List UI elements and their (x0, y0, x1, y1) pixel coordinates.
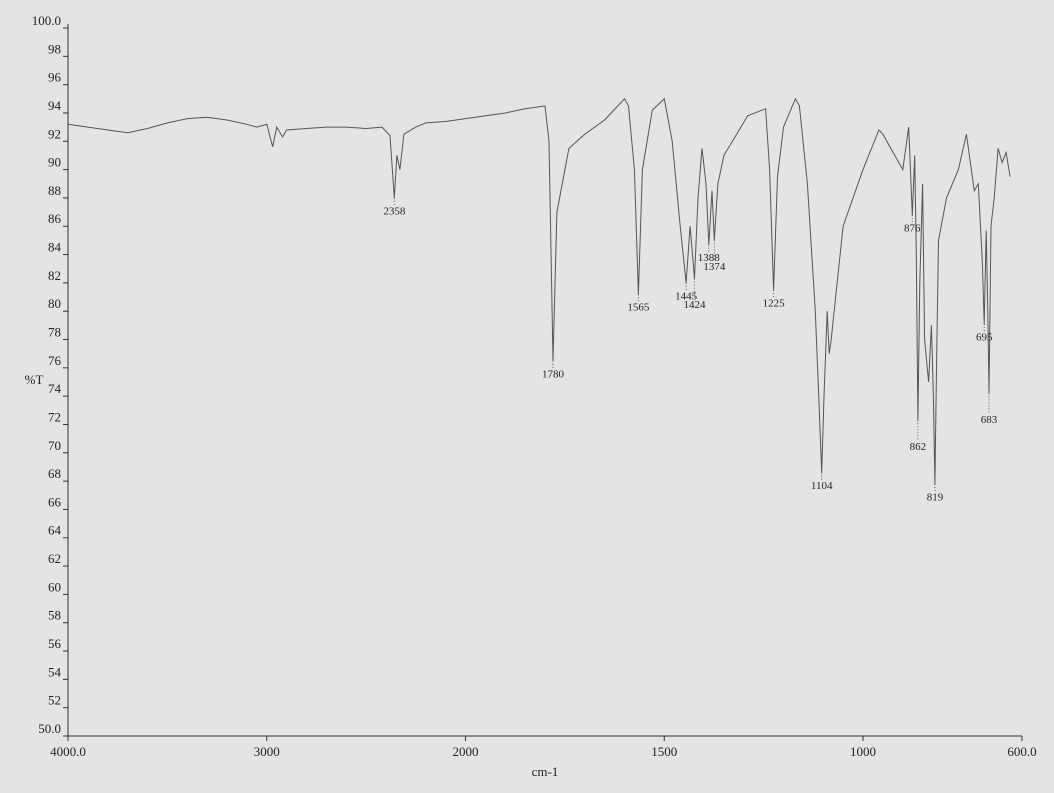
y-axis-label: %T (25, 372, 44, 387)
peak-label: 2358 (383, 205, 406, 217)
x-tick-label: 3000 (254, 744, 280, 759)
y-tick-label: 94 (48, 98, 62, 113)
peak-label: 876 (904, 222, 921, 234)
y-tick-label: 68 (48, 466, 61, 481)
y-tick-label: 58 (48, 608, 61, 623)
peak-label: 1374 (703, 261, 726, 273)
x-tick-label: 4000.0 (50, 744, 86, 759)
spectrum-line (67, 97, 1011, 485)
x-tick-label: 1000 (850, 744, 876, 759)
x-axis-label: cm-1 (532, 764, 559, 779)
peak-label: 1424 (683, 299, 706, 311)
peak-label: 1388 (698, 252, 721, 264)
y-tick-label: 62 (48, 551, 61, 566)
y-tick-label: 92 (48, 126, 61, 141)
peak-label: 819 (927, 491, 944, 503)
y-tick-label: 88 (48, 183, 61, 198)
peak-label: 1104 (811, 480, 833, 492)
y-tick-label: 90 (48, 155, 61, 170)
y-tick-label: 52 (48, 693, 61, 708)
y-tick-label: 98 (48, 41, 61, 56)
peak-label: 862 (910, 441, 927, 453)
y-tick-label: 60 (48, 579, 61, 594)
y-tick-label: 74 (48, 381, 62, 396)
y-tick-label: 76 (48, 353, 62, 368)
y-tick-label: 66 (48, 494, 62, 509)
y-tick-label: 72 (48, 409, 61, 424)
peak-label: 1225 (763, 297, 786, 309)
y-tick-label: 86 (48, 211, 62, 226)
y-tick-label: 100.0 (32, 13, 61, 28)
peak-label: 1565 (627, 302, 650, 314)
y-tick-label: 96 (48, 70, 62, 85)
peak-label: 1445 (675, 290, 698, 302)
peak-label: 1780 (542, 368, 565, 380)
y-tick-label: 82 (48, 268, 61, 283)
x-tick-label: 1500 (651, 744, 677, 759)
y-tick-label: 78 (48, 325, 61, 340)
x-tick-label: 2000 (453, 744, 479, 759)
peak-label: 683 (981, 414, 998, 426)
y-tick-label: 64 (48, 523, 62, 538)
y-tick-label: 70 (48, 438, 61, 453)
y-tick-label: 50.0 (38, 721, 61, 736)
y-tick-label: 56 (48, 636, 62, 651)
y-tick-label: 54 (48, 664, 62, 679)
y-tick-label: 80 (48, 296, 61, 311)
peak-label: 695 (976, 331, 993, 343)
y-tick-label: 84 (48, 240, 62, 255)
x-tick-label: 600.0 (1007, 744, 1036, 759)
